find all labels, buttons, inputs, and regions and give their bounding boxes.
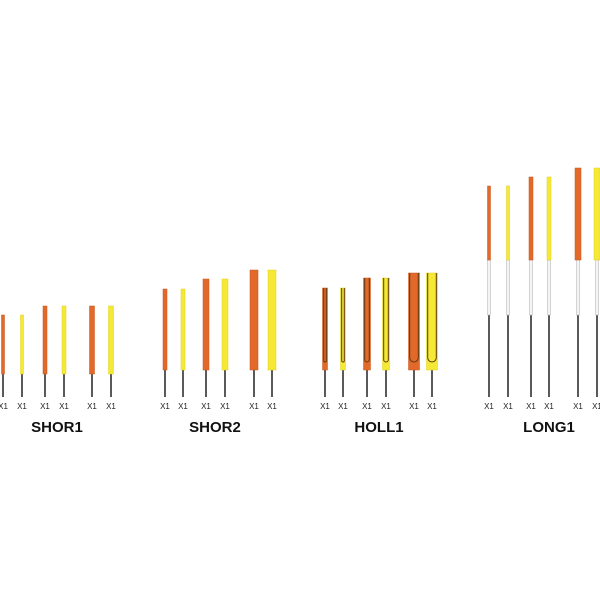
tip [42,305,48,375]
tip [61,305,67,375]
item-label: X1 [544,402,554,411]
item-label: X1 [362,402,372,411]
item-label: X1 [87,402,97,411]
hollow-line [341,288,345,363]
item-label: X1 [573,402,583,411]
item-label: X1 [484,402,494,411]
tip [180,288,186,371]
hollow-line [323,288,327,363]
hollow-line [383,278,389,363]
item-label: X1 [409,402,419,411]
group-label: HOLL1 [354,419,403,436]
hollow-line [364,278,370,363]
tip [202,278,210,371]
tip [20,314,24,375]
item-label: X1 [320,402,330,411]
item-label: X1 [526,402,536,411]
tip [528,176,534,261]
tip [1,314,5,375]
tip [162,288,168,371]
tip [408,272,420,371]
white-section [487,259,491,316]
item-label: X1 [381,402,391,411]
item-label: X1 [338,402,348,411]
tip [267,269,277,371]
item-label: X1 [40,402,50,411]
tip [322,287,328,371]
tip [249,269,259,371]
tip [426,272,438,371]
item-label: X1 [201,402,211,411]
item-label: X1 [160,402,170,411]
white-section [547,259,551,316]
group-label: SHOR2 [189,419,241,436]
tip [363,277,371,371]
item-label: X1 [59,402,69,411]
item-label: X1 [17,402,27,411]
item-label: X1 [592,402,600,411]
item-label: X1 [178,402,188,411]
group-label: LONG1 [523,419,575,436]
white-section [506,259,510,316]
item-label: X1 [249,402,259,411]
item-label: X1 [220,402,230,411]
item-label: X1 [106,402,116,411]
tip [340,287,346,371]
item-label: X1 [267,402,277,411]
group-label: SHOR1 [31,419,83,436]
white-section [576,259,580,316]
tip [382,277,390,371]
tip [506,185,510,261]
tip [89,305,95,375]
item-label: X1 [0,402,8,411]
tip [546,176,552,261]
tip [574,167,582,261]
hollow-line [409,273,419,363]
hollow-line [427,273,437,363]
item-label: X1 [503,402,513,411]
item-label: X1 [427,402,437,411]
tip [221,278,229,371]
white-section [529,259,533,316]
tip [487,185,491,261]
tip [593,167,600,261]
white-section [595,259,599,316]
tip [108,305,114,375]
